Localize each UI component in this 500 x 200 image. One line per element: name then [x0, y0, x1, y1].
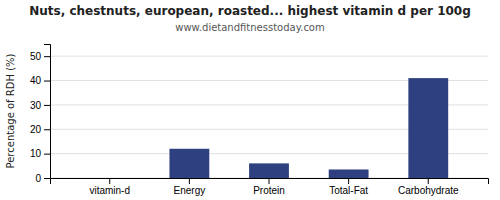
y-tick-mark	[44, 178, 50, 179]
x-tick-mark	[348, 178, 349, 184]
y-axis: 0 10 20 30 40 50	[30, 45, 51, 184]
x-tick: Energy	[174, 178, 206, 196]
y-tick-label: 20	[30, 124, 42, 135]
grid-line	[50, 56, 488, 57]
x-tick-mark	[189, 178, 190, 184]
x-tick-label: Energy	[174, 185, 206, 196]
bar	[169, 149, 209, 178]
y-tick-label: 0	[35, 173, 41, 184]
plot: vitamin-d Energy Protein Total-Fat Carbohydr…	[30, 45, 489, 197]
y-tick-mark	[44, 81, 50, 82]
y-tick: 30	[30, 100, 50, 111]
y-tick-label: 30	[30, 100, 42, 111]
bar	[249, 163, 289, 178]
x-axis-line	[51, 179, 489, 185]
y-tick-label: 10	[30, 148, 42, 159]
bars	[169, 78, 448, 178]
bar	[329, 169, 369, 178]
x-tick: Carbohydrate	[398, 178, 459, 196]
y-tick-mark	[44, 56, 50, 57]
y-tick: 0	[35, 173, 50, 184]
bar	[90, 178, 130, 179]
x-tick-label: Total-Fat	[329, 185, 368, 196]
x-axis: vitamin-d Energy Protein Total-Fat Carbohydr…	[51, 178, 489, 196]
title: Nuts, chestnuts, european, roasted... hi…	[29, 4, 471, 18]
y-axis-line	[44, 45, 51, 179]
y-tick: 40	[30, 75, 50, 86]
bar	[408, 78, 448, 178]
x-tick-mark	[269, 178, 270, 184]
y-tick-mark	[44, 129, 50, 130]
x-tick: Total-Fat	[329, 178, 368, 196]
x-tick-label: Carbohydrate	[398, 185, 459, 196]
x-tick-mark	[109, 178, 110, 184]
y-tick-mark	[44, 105, 50, 106]
grid	[50, 56, 488, 178]
subtitle: www.dietandfitnesstoday.com	[175, 22, 324, 33]
x-tick: Protein	[253, 178, 285, 196]
y-tick-label: 50	[30, 51, 42, 62]
y-tick: 20	[30, 124, 50, 135]
y-tick: 10	[30, 148, 50, 159]
x-tick-mark	[428, 178, 429, 184]
x-tick-label: Protein	[253, 185, 285, 196]
chart: Nuts, chestnuts, european, roasted... hi…	[0, 0, 500, 200]
y-tick-label: 40	[30, 75, 42, 86]
x-tick-label: vitamin-d	[89, 185, 130, 196]
x-tick: vitamin-d	[89, 178, 130, 196]
y-axis-title: Percentage of RDH (%)	[5, 53, 16, 168]
y-tick-mark	[44, 154, 50, 155]
y-tick: 50	[30, 51, 50, 62]
